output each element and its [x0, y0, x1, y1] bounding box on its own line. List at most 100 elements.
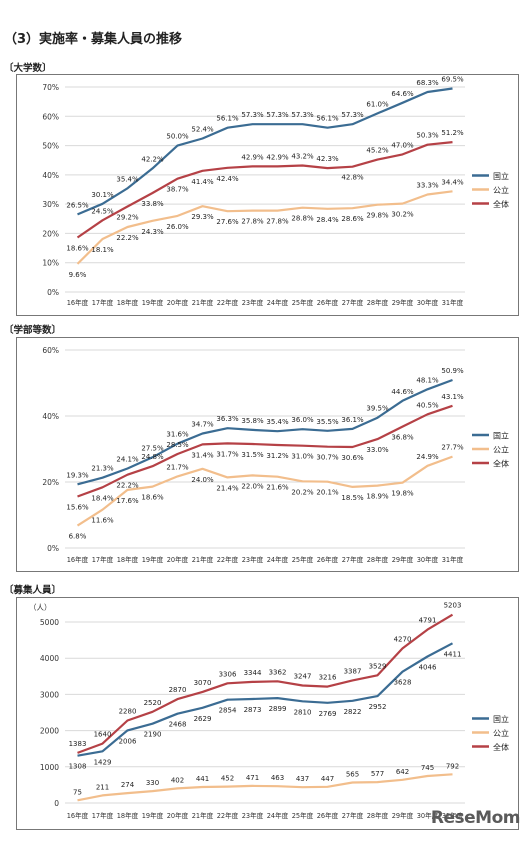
data-label: 36.1% [341, 416, 364, 424]
data-label: 31.0% [291, 453, 314, 461]
x-tick-label: 16年度 [67, 555, 89, 564]
data-label: 26.0% [166, 223, 189, 231]
data-label: 447 [321, 775, 334, 783]
data-label: 64.6% [391, 90, 414, 98]
data-label: 1383 [69, 740, 87, 748]
data-label: 463 [271, 774, 284, 782]
x-tick-label: 24年度 [267, 298, 289, 307]
data-label: 18.4% [91, 494, 114, 502]
series-line-1 [76, 455, 453, 527]
legend-label: 国立 [493, 171, 509, 181]
data-label: 30.1% [91, 191, 114, 199]
data-label: 35.4% [266, 418, 289, 426]
x-tick-label: 25年度 [292, 298, 314, 307]
x-tick-label: 20年度 [167, 298, 189, 307]
data-label: 42.4% [216, 175, 239, 183]
data-label: 3529 [369, 662, 387, 670]
data-label: 33.3% [416, 181, 439, 189]
data-label: 35.8% [241, 417, 264, 425]
data-label: 642 [396, 768, 409, 776]
series-line-1 [77, 773, 453, 802]
y-tick-label: 0 [54, 799, 59, 808]
x-tick-label: 17年度 [92, 555, 114, 564]
data-label: 2870 [169, 686, 187, 694]
x-tick-label: 25年度 [292, 811, 314, 820]
data-label: 35.4% [116, 175, 139, 183]
data-label: 20.2% [291, 488, 314, 496]
data-label: 24.3% [141, 228, 164, 236]
data-label: 3216 [319, 674, 337, 682]
y-tick-label: 30% [42, 200, 59, 209]
data-label: 402 [171, 776, 184, 784]
data-label: 18.5% [341, 494, 364, 502]
data-label: 792 [446, 762, 459, 770]
page-title: （3）実施率・募集人員の推移 [4, 32, 183, 47]
data-label: 1308 [69, 763, 87, 771]
data-label: 18.9% [366, 493, 389, 501]
data-label: 21.6% [266, 484, 289, 492]
x-tick-label: 29年度 [392, 298, 414, 307]
data-label: 18.1% [91, 246, 114, 254]
x-tick-label: 25年度 [292, 555, 314, 564]
x-tick-label: 31年度 [442, 555, 464, 564]
data-label: 28.6% [341, 215, 364, 223]
series-line-2 [76, 141, 453, 239]
series-line-1 [76, 190, 453, 265]
data-label: 2280 [119, 707, 137, 715]
data-label: 3387 [344, 667, 362, 675]
data-label: 27.8% [266, 218, 289, 226]
data-label: 69.5% [441, 75, 464, 83]
data-label: 2810 [294, 708, 312, 716]
data-label: 437 [296, 775, 309, 783]
x-tick-label: 23年度 [242, 555, 264, 564]
data-label: 4791 [419, 617, 437, 625]
data-label: 30.2% [391, 211, 414, 219]
y-tick-label: 4000 [40, 654, 59, 663]
data-label: 2854 [219, 707, 237, 715]
data-label: 31.7% [216, 450, 239, 458]
data-label: 21.7% [166, 463, 189, 471]
data-label: 21.4% [216, 484, 239, 492]
data-label: 9.6% [69, 271, 87, 279]
chart-enrollment: 0 1000 2000 3000 4000 5000 （人） 16年度 17年度 18年度 19年度… [29, 602, 509, 820]
data-label: 20.1% [316, 489, 339, 497]
data-label: 18.6% [141, 494, 164, 502]
data-label: 21.3% [91, 465, 114, 473]
data-label: 28.8% [291, 215, 314, 223]
data-label: 38.7% [166, 186, 189, 194]
x-tick-label: 28年度 [367, 555, 389, 564]
x-tick-label: 28年度 [367, 811, 389, 820]
legend-label: 全体 [493, 742, 509, 752]
data-label: 471 [246, 774, 259, 782]
data-label: 4411 [444, 650, 462, 658]
x-tick-label: 18年度 [117, 298, 139, 307]
data-label: 56.1% [316, 115, 339, 123]
chart-panel-faculties: 0% 20% 40% 60% 16年度 17年度 18年度 19年度 20年度 21年度 22年度 2… [16, 337, 519, 572]
data-label: 2629 [194, 715, 212, 723]
series-line-2 [77, 404, 453, 498]
data-label: 2769 [319, 710, 337, 718]
y-tick-label: 5000 [40, 618, 59, 627]
x-tick-label: 16年度 [67, 298, 89, 307]
x-tick-label: 30年度 [417, 811, 439, 820]
data-label: 19.8% [391, 490, 414, 498]
x-tick-label: 20年度 [167, 811, 189, 820]
y-tick-label: 20% [42, 229, 59, 238]
data-label: 29.3% [191, 213, 214, 221]
legend-label: 全体 [493, 199, 509, 209]
data-label: 6.8% [69, 533, 87, 541]
data-label: 2468 [169, 721, 187, 729]
y-tick-label: 0% [47, 544, 59, 553]
data-label: 44.6% [391, 388, 414, 396]
x-tick-label: 16年度 [67, 811, 89, 820]
y-tick-label: 50% [42, 142, 59, 151]
data-label: 57.3% [291, 111, 314, 119]
x-tick-label: 20年度 [167, 555, 189, 564]
x-tick-label: 17年度 [92, 298, 114, 307]
data-label: 745 [421, 764, 434, 772]
x-tick-label: 30年度 [417, 298, 439, 307]
y-tick-label: 0% [47, 288, 59, 297]
data-label: 22.2% [116, 482, 139, 490]
data-label: 2190 [144, 731, 162, 739]
data-label: 24.0% [191, 476, 214, 484]
